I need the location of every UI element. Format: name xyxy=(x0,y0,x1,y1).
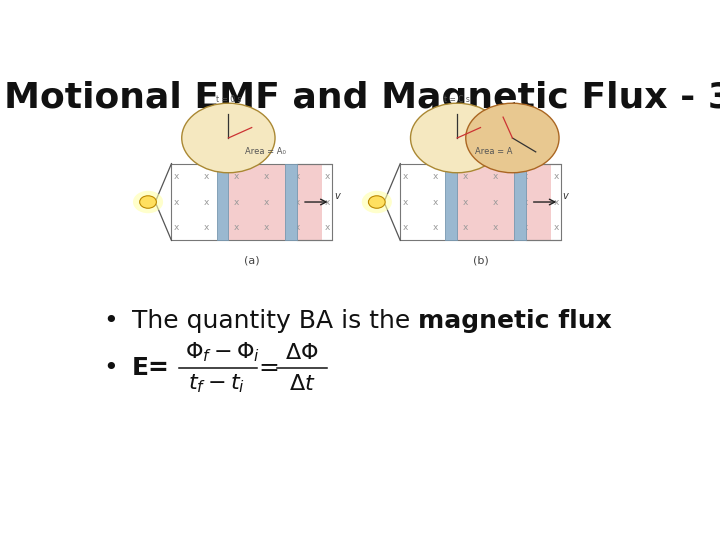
Text: x: x xyxy=(174,198,179,206)
Text: $t_f - t_i$: $t_f - t_i$ xyxy=(188,373,245,395)
Text: x: x xyxy=(493,172,498,181)
Circle shape xyxy=(361,191,392,213)
Text: $\Delta t$: $\Delta t$ xyxy=(289,374,315,394)
Circle shape xyxy=(133,191,163,213)
Text: $\Phi_f - \Phi_i$: $\Phi_f - \Phi_i$ xyxy=(185,341,260,364)
Text: x: x xyxy=(325,223,330,232)
Bar xyxy=(285,164,297,240)
Text: x: x xyxy=(463,198,468,206)
Text: x: x xyxy=(264,172,269,181)
Text: x: x xyxy=(433,172,438,181)
Text: x: x xyxy=(523,223,528,232)
Text: v: v xyxy=(334,191,340,201)
Bar xyxy=(446,164,457,240)
Text: x: x xyxy=(264,223,269,232)
Text: x: x xyxy=(553,198,559,206)
Text: x: x xyxy=(204,172,210,181)
Bar xyxy=(217,164,228,240)
Text: x: x xyxy=(294,172,300,181)
Text: $\Delta\Phi$: $\Delta\Phi$ xyxy=(285,342,319,362)
Text: (a): (a) xyxy=(244,255,260,265)
Text: The quantity BA is the: The quantity BA is the xyxy=(132,308,418,333)
Text: x: x xyxy=(433,223,438,232)
Text: x: x xyxy=(204,223,210,232)
Bar xyxy=(400,164,561,240)
Bar xyxy=(451,164,551,240)
Text: E=: E= xyxy=(132,356,170,380)
Text: =: = xyxy=(258,355,279,380)
Circle shape xyxy=(466,103,559,173)
Text: x: x xyxy=(174,172,179,181)
Text: t = 0 s: t = 0 s xyxy=(215,95,241,104)
Bar xyxy=(171,164,332,240)
Text: x: x xyxy=(433,198,438,206)
Text: x: x xyxy=(402,223,408,232)
Text: Area = A₀: Area = A₀ xyxy=(245,147,286,156)
Text: x: x xyxy=(493,198,498,206)
Text: x: x xyxy=(402,172,408,181)
Text: x: x xyxy=(402,198,408,206)
Text: x: x xyxy=(264,198,269,206)
Text: x: x xyxy=(204,198,210,206)
Text: x: x xyxy=(294,223,300,232)
Text: Motional EMF and Magnetic Flux - 3: Motional EMF and Magnetic Flux - 3 xyxy=(4,82,720,116)
Text: v: v xyxy=(562,191,568,201)
Text: x: x xyxy=(234,198,240,206)
Circle shape xyxy=(369,196,385,208)
Bar xyxy=(514,164,526,240)
Bar xyxy=(222,164,322,240)
Text: t = C s: t = C s xyxy=(444,95,470,104)
Text: x: x xyxy=(234,223,240,232)
Text: (b): (b) xyxy=(473,255,488,265)
Circle shape xyxy=(410,103,504,173)
Text: x: x xyxy=(174,223,179,232)
Text: x: x xyxy=(325,172,330,181)
Text: x: x xyxy=(463,223,468,232)
Text: x: x xyxy=(234,172,240,181)
Text: x: x xyxy=(523,172,528,181)
Text: x: x xyxy=(553,223,559,232)
Text: x: x xyxy=(463,172,468,181)
Text: •: • xyxy=(103,308,118,333)
Text: x: x xyxy=(325,198,330,206)
Text: x: x xyxy=(294,198,300,206)
Circle shape xyxy=(140,196,156,208)
Circle shape xyxy=(181,103,275,173)
Text: •: • xyxy=(103,356,118,380)
Text: magnetic flux: magnetic flux xyxy=(418,308,612,333)
Text: Area = A: Area = A xyxy=(475,147,513,156)
Text: x: x xyxy=(553,172,559,181)
Text: x: x xyxy=(493,223,498,232)
Text: x: x xyxy=(523,198,528,206)
